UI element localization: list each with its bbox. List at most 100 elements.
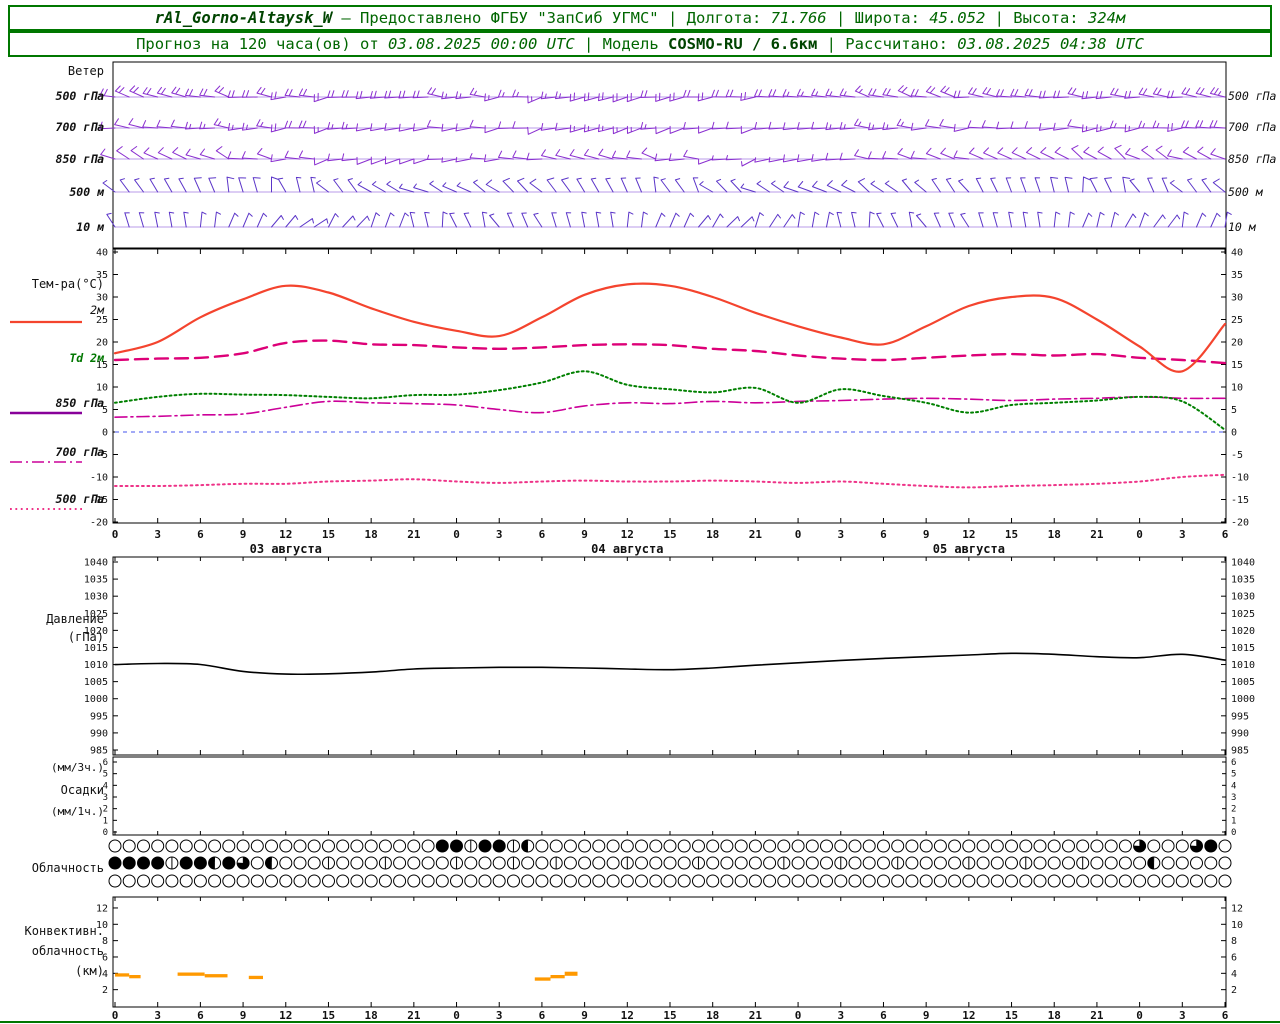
wind-barb <box>740 92 756 101</box>
cloud-symbol <box>549 874 563 888</box>
pressure-tick-label: 1005 <box>84 677 108 688</box>
wind-barb <box>669 212 680 228</box>
wind-barb <box>1166 90 1183 99</box>
wind-barb <box>357 181 372 193</box>
wind-barb <box>409 211 416 228</box>
cloud-symbol <box>563 874 577 888</box>
cloud-symbol <box>1147 839 1161 853</box>
wind-barb <box>270 154 287 163</box>
wind-barb <box>882 151 899 160</box>
wind-frame <box>112 61 1227 249</box>
cloud-symbol <box>1190 874 1203 888</box>
temperature-frame <box>112 248 1227 524</box>
wind-barb <box>783 214 796 228</box>
hour-label: 9 <box>581 1009 588 1022</box>
conv-tick-label: 10 <box>96 920 108 931</box>
temp-tick-label: 0 <box>102 428 108 439</box>
cloud-symbol <box>592 856 606 870</box>
cloud-symbol <box>265 839 278 853</box>
cloud-symbol <box>165 839 179 853</box>
wind-level-500m-left: 500 м <box>69 185 104 199</box>
temp-tick-label: -5 <box>1231 450 1243 461</box>
precip-tick-label: 1 <box>103 816 108 826</box>
cloud-symbol <box>820 856 833 870</box>
conv-tick-label: 4 <box>1231 969 1237 980</box>
convective-cloud-bar <box>177 972 205 976</box>
cloud-symbol-half <box>1147 856 1155 870</box>
wind-barb <box>683 122 699 130</box>
wind-barb <box>1083 146 1098 160</box>
wind-barb <box>1020 177 1027 193</box>
hour-label: 21 <box>407 1009 421 1022</box>
wind-barb <box>640 122 657 130</box>
cloud-symbol <box>364 839 378 853</box>
wind-barb <box>1026 147 1041 160</box>
wind-barb <box>134 178 144 193</box>
wind-barb <box>1104 177 1112 193</box>
cloud-symbol <box>692 874 705 888</box>
hour-label: 0 <box>112 528 119 541</box>
cloud-symbol <box>535 856 549 870</box>
wind-barb <box>1224 211 1232 228</box>
cloud-symbol <box>1047 856 1061 870</box>
hour-label: 0 <box>795 528 802 541</box>
wind-barb <box>1212 178 1226 193</box>
pressure-tick-label: 1025 <box>1231 609 1255 620</box>
wind-barb <box>284 150 301 160</box>
hour-label: 9 <box>581 528 588 541</box>
wind-barb <box>298 88 315 98</box>
wind-barb <box>1096 211 1105 228</box>
cloud-symbol <box>108 839 122 853</box>
cloud-symbol <box>307 874 321 888</box>
wind-barb <box>854 118 870 129</box>
wind-barb <box>839 88 856 98</box>
wind-barb <box>654 153 671 162</box>
cloud-symbol <box>350 839 364 853</box>
wind-barb <box>576 177 586 193</box>
wind-barb <box>945 177 956 193</box>
wind-barb <box>271 176 279 193</box>
cloud-symbol <box>663 839 677 853</box>
wind-barb <box>975 177 984 193</box>
pressure-tick-label: 995 <box>1231 711 1249 722</box>
wind-barb <box>968 147 984 160</box>
wind-barb <box>940 85 956 98</box>
wind-barb <box>356 215 370 228</box>
hour-label: 9 <box>240 528 247 541</box>
wind-barb <box>399 212 409 228</box>
wind-barb <box>370 156 386 165</box>
cloud-symbol <box>1062 839 1075 853</box>
hour-label: 21 <box>749 1009 763 1022</box>
wind-barb <box>455 91 472 100</box>
temp-series-2м <box>113 282 1227 373</box>
wind-barb <box>726 216 740 228</box>
cloud-symbol <box>663 874 677 888</box>
cloud-symbol <box>293 839 307 853</box>
cloud-symbol <box>1161 839 1175 853</box>
wind-barb <box>384 212 395 228</box>
wind-barb <box>598 92 614 102</box>
wind-barb <box>124 212 130 228</box>
altitude-label: | Высота: <box>985 9 1088 27</box>
hour-label: 3 <box>496 1009 503 1022</box>
precip-tick-label: 6 <box>103 758 108 768</box>
wind-barb <box>199 148 216 160</box>
wind-barb <box>896 118 913 129</box>
legend-td2m-label: Td 2м <box>69 351 104 365</box>
wind-barb <box>327 122 344 130</box>
cloud-symbol <box>521 856 535 870</box>
wind-barb <box>412 123 429 132</box>
conv-title-line1: Конвективн. <box>24 924 104 938</box>
temp-series-Td 2м <box>114 370 1226 431</box>
cloud-symbol <box>592 874 606 888</box>
wind-barb <box>1167 149 1183 160</box>
wind-barb <box>908 211 915 228</box>
wind-barb <box>740 216 755 228</box>
cloud-symbol <box>1005 874 1018 888</box>
wind-barb <box>327 153 344 162</box>
wind-barb <box>533 212 543 228</box>
hour-label: 12 <box>279 1009 292 1022</box>
cloud-symbol <box>293 856 307 870</box>
pressure-frame <box>112 556 1227 756</box>
cloud-symbol <box>378 874 392 888</box>
